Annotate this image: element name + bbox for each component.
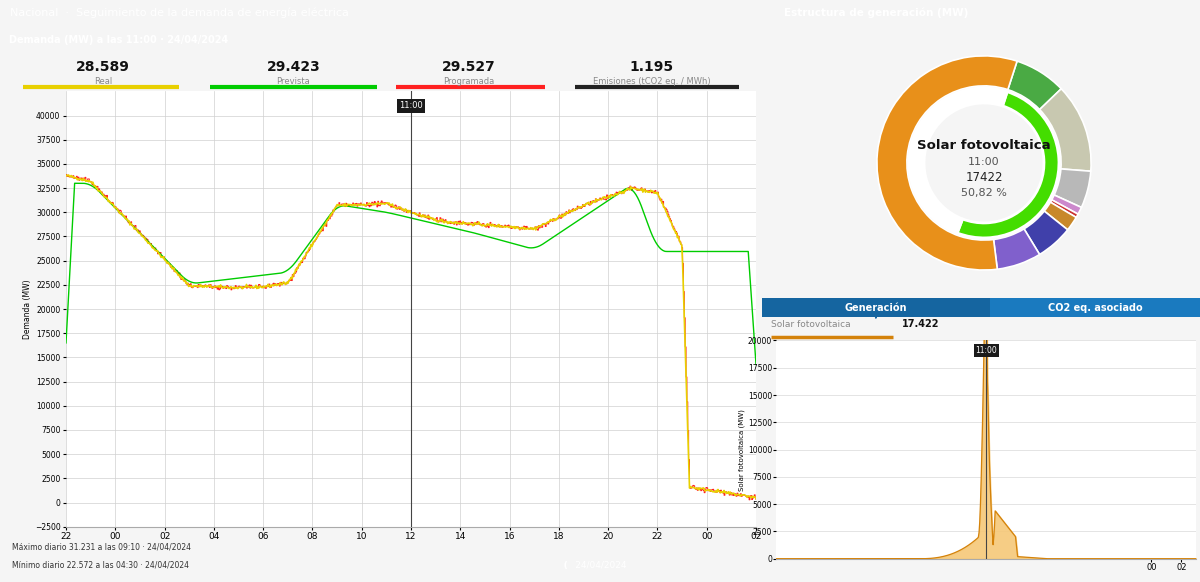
Wedge shape [910, 88, 1007, 233]
Text: 11:00: 11:00 [976, 346, 997, 355]
Wedge shape [1050, 200, 1078, 218]
Text: Nacional  ·  Seguimiento de la demanda de energía eléctrica: Nacional · Seguimiento de la demanda de … [10, 8, 348, 19]
Bar [762, 298, 990, 317]
Bar [990, 298, 1200, 317]
Text: 11:00: 11:00 [400, 101, 422, 110]
Text: Máximo diario 31.231 a las 09:10 · 24/04/2024: Máximo diario 31.231 a las 09:10 · 24/04… [12, 543, 191, 552]
Text: 28.589: 28.589 [76, 60, 130, 74]
Y-axis label: Solar fotovoltaica (MW): Solar fotovoltaica (MW) [739, 409, 745, 491]
Text: 50,82 %: 50,82 % [961, 188, 1007, 198]
Text: 17.422: 17.422 [902, 319, 940, 329]
Text: Demanda (MW) a las 11:00 · 24/04/2024: Demanda (MW) a las 11:00 · 24/04/2024 [10, 35, 228, 45]
Text: Solar fotovoltaica: Solar fotovoltaica [917, 139, 1051, 152]
Text: 11:00: 11:00 [968, 157, 1000, 167]
Y-axis label: Demanda (MW): Demanda (MW) [23, 279, 32, 339]
Text: 1.195: 1.195 [630, 60, 673, 74]
Text: Emisiones (tCO2 eq. / MWh): Emisiones (tCO2 eq. / MWh) [593, 77, 710, 86]
Text: Prevista: Prevista [276, 77, 311, 86]
Text: 29.423: 29.423 [266, 60, 320, 74]
Wedge shape [877, 56, 1018, 270]
Text: 17422: 17422 [965, 172, 1003, 184]
Wedge shape [1039, 89, 1091, 171]
Text: Mínimo diario 22.572 a las 04:30 · 24/04/2024: Mínimo diario 22.572 a las 04:30 · 24/04… [12, 560, 190, 569]
Text: Programada: Programada [443, 77, 494, 86]
Text: 29.527: 29.527 [442, 60, 496, 74]
Text: Estructura de generación (MW): Estructura de generación (MW) [784, 8, 968, 19]
Text: Solar fotovoltaica: Solar fotovoltaica [770, 320, 851, 329]
Wedge shape [1054, 169, 1091, 207]
Wedge shape [958, 92, 1058, 238]
Text: CO2 eq. asociado: CO2 eq. asociado [1048, 303, 1142, 313]
Wedge shape [1044, 202, 1076, 230]
Wedge shape [1008, 61, 1061, 109]
Wedge shape [994, 229, 1039, 269]
Text: Real: Real [94, 77, 112, 86]
Wedge shape [1024, 211, 1068, 254]
Text: Generación: Generación [845, 303, 907, 313]
Text: ❪  24/04/2024: ❪ 24/04/2024 [562, 560, 626, 570]
Wedge shape [1051, 195, 1081, 214]
